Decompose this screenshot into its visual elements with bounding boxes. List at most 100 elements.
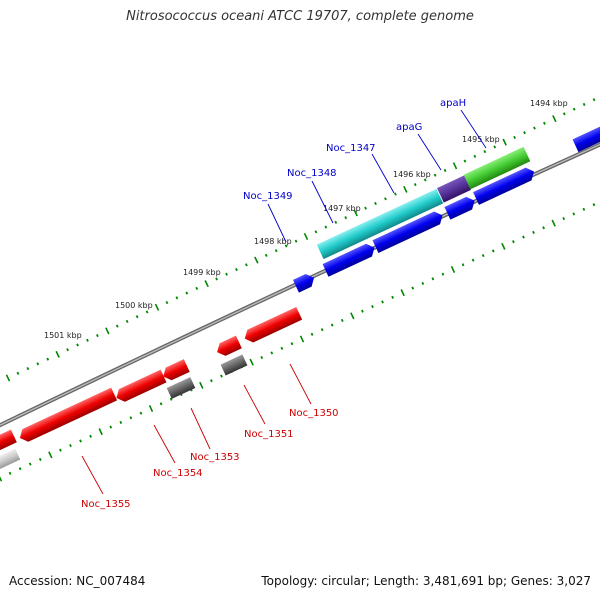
inner-major-tick <box>0 476 3 482</box>
outer-minor-tick <box>115 324 119 328</box>
reverse-genes <box>0 306 303 472</box>
gene-feature-cyan[interactable] <box>316 188 444 260</box>
outer-major-tick <box>353 209 358 217</box>
inner-minor-tick <box>461 263 465 267</box>
outer-minor-tick <box>473 154 477 158</box>
gene-label-Noc_1347[interactable]: Noc_1347 <box>326 143 376 154</box>
gene-apaG-arrow[interactable] <box>444 194 477 220</box>
gene-label-Noc_1353[interactable]: Noc_1353 <box>190 452 240 463</box>
gene-label-apaG[interactable]: apaG <box>396 122 422 133</box>
gene-label-Noc_1355[interactable]: Noc_1355 <box>81 499 131 510</box>
inner-minor-tick <box>79 439 82 443</box>
outer-minor-tick <box>294 239 298 243</box>
inner-minor-tick <box>320 328 324 332</box>
gene-Noc_1347-arrow[interactable] <box>372 209 446 253</box>
gene-Noc_1351-pseudo[interactable] <box>220 354 248 376</box>
gene-Noc_1355-arrow[interactable] <box>17 387 118 445</box>
inner-minor-tick <box>18 467 22 471</box>
inner-minor-tick <box>220 374 223 378</box>
genome-summary-text: Topology: circular; Length: 3,481,691 bp… <box>261 574 591 588</box>
outer-minor-tick <box>582 102 586 106</box>
gene-feature-purple[interactable] <box>437 175 471 203</box>
inner-minor-tick <box>481 254 485 258</box>
gene-label-Noc_1348[interactable]: Noc_1348 <box>287 168 337 179</box>
outer-minor-tick <box>96 333 99 338</box>
outer-minor-tick <box>483 150 487 154</box>
scale-label-1501: 1501 kbp <box>44 331 82 340</box>
inner-minor-tick <box>260 355 264 360</box>
inner-minor-tick <box>532 230 535 234</box>
outer-major-tick <box>552 115 557 123</box>
outer-minor-tick <box>264 253 268 257</box>
inner-minor-tick <box>270 351 274 355</box>
inner-minor-tick <box>411 286 415 290</box>
gene-Noc_1354-arrow[interactable] <box>113 369 167 405</box>
outer-minor-tick <box>175 296 179 300</box>
gene-apaH-arrow[interactable] <box>473 165 537 205</box>
gene-Noc_1350-arrow[interactable] <box>242 306 303 345</box>
gene-label-Noc_1354[interactable]: Noc_1354 <box>153 468 203 479</box>
inner-major-tick <box>501 242 506 250</box>
scale-track-inner <box>0 203 596 482</box>
inner-major-tick <box>148 404 154 413</box>
inner-minor-tick <box>512 240 515 244</box>
gene-Noc_1348-arrow[interactable] <box>322 241 378 277</box>
inner-minor-tick <box>89 434 92 438</box>
gene-label-apaH[interactable]: apaH <box>440 98 466 109</box>
scale-track-outer <box>5 98 596 382</box>
outer-minor-tick <box>225 272 228 276</box>
outer-major-tick <box>5 374 11 382</box>
gene-feature-green[interactable] <box>463 146 531 190</box>
inner-minor-tick <box>109 425 113 429</box>
outer-minor-tick <box>314 230 318 234</box>
inner-minor-tick <box>562 216 566 221</box>
inner-minor-tick <box>210 379 213 383</box>
gene-edge-light[interactable] <box>0 448 21 472</box>
outer-major-tick <box>105 327 110 335</box>
outer-minor-tick <box>46 357 50 361</box>
outer-minor-tick <box>592 98 596 102</box>
inner-major-tick <box>551 219 556 227</box>
inner-minor-tick <box>381 300 384 304</box>
gene-Noc_1353-pseudo[interactable] <box>166 377 196 399</box>
outer-major-tick <box>452 162 458 170</box>
inner-major-tick <box>350 312 355 320</box>
gene-label-Noc_1349[interactable]: Noc_1349 <box>243 191 293 202</box>
outer-minor-tick <box>36 362 40 366</box>
outer-minor-tick <box>145 310 149 314</box>
outer-minor-tick <box>185 291 189 295</box>
inner-minor-tick <box>371 305 374 309</box>
gene-edge-red-arrow[interactable] <box>0 429 17 453</box>
inner-major-tick <box>400 289 405 297</box>
outer-minor-tick <box>364 206 367 210</box>
inner-major-tick <box>450 265 456 274</box>
inner-minor-tick <box>310 332 314 336</box>
outer-minor-tick <box>195 286 199 290</box>
outer-minor-tick <box>76 343 79 347</box>
gene-label-Noc_1350[interactable]: Noc_1350 <box>289 408 339 419</box>
outer-minor-tick <box>433 173 437 177</box>
gene-Noc_1351-arrow[interactable] <box>214 335 242 359</box>
inner-minor-tick <box>38 457 42 462</box>
gene-Noc_1349-arrow[interactable] <box>292 271 317 293</box>
gene-Noc_1353-arrow[interactable] <box>160 359 190 383</box>
inner-minor-tick <box>361 309 364 313</box>
inner-minor-tick <box>169 397 173 401</box>
outer-minor-tick <box>384 197 387 201</box>
outer-major-tick <box>254 256 259 264</box>
inner-minor-tick <box>159 402 163 406</box>
outer-minor-tick <box>374 201 377 206</box>
scale-labels: 1494 kbp 1495 kbp 1496 kbp 1497 kbp 1498… <box>44 99 568 340</box>
scale-label-1496: 1496 kbp <box>393 170 431 179</box>
inner-minor-tick <box>59 448 62 452</box>
scale-label-1500: 1500 kbp <box>115 301 153 310</box>
outer-minor-tick <box>423 178 427 182</box>
gene-offscreen-arrow[interactable] <box>572 125 600 153</box>
gene-label-Noc_1351[interactable]: Noc_1351 <box>244 429 294 440</box>
outer-minor-tick <box>344 216 348 220</box>
inner-major-tick <box>98 428 103 436</box>
scale-label-1499: 1499 kbp <box>183 268 221 277</box>
outer-minor-tick <box>86 338 89 342</box>
inner-major-tick <box>299 335 305 343</box>
